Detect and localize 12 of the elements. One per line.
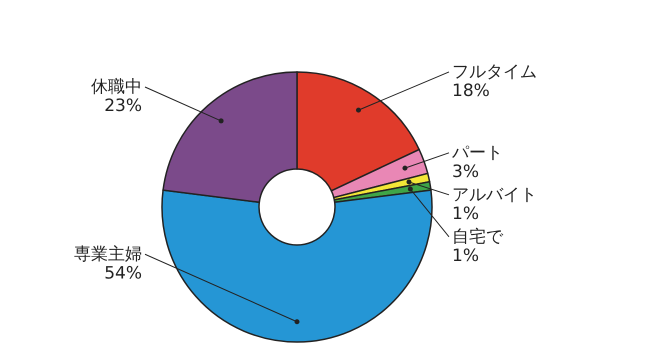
- data-label: 1%: [452, 204, 479, 224]
- slice-label: 休職中: [91, 76, 142, 97]
- slice-label: パート: [451, 142, 503, 163]
- data-label: 23%: [104, 96, 142, 116]
- slice-label: フルタイム: [452, 62, 537, 82]
- slice-label: アルバイト: [452, 184, 537, 205]
- data-label: 18%: [452, 80, 490, 101]
- data-label: 3%: [452, 162, 479, 182]
- slice-label: 自宅で: [452, 226, 504, 247]
- data-label: 54%: [104, 263, 142, 284]
- slice-label: 専業主婦: [74, 244, 142, 264]
- data-label: 1%: [452, 246, 479, 266]
